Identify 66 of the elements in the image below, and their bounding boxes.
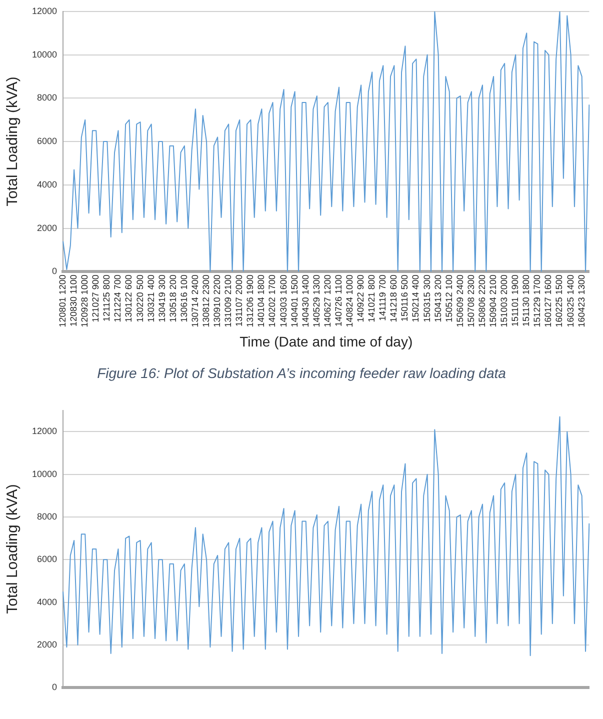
x-tick-label: 150214 400 <box>410 274 421 322</box>
x-tick-label: 150315 300 <box>422 274 432 322</box>
x-tick-label: 160325 1400 <box>565 274 576 328</box>
x-tick-label: 130220 500 <box>134 274 145 322</box>
x-tick-label: 160225 1500 <box>554 274 564 328</box>
x-tick-label: 130714 2400 <box>190 274 200 328</box>
y-tick-label: 4000 <box>36 596 58 607</box>
caption: Figure 16: Plot of Substation A’s incoming feeder raw loading data <box>96 364 507 383</box>
x-tick-label: 140529 1300 <box>311 274 322 328</box>
x-tick-label: 140922 900 <box>356 274 366 322</box>
y-tick-label: 6000 <box>36 554 58 564</box>
x-tick-label: 140824 1000 <box>344 274 355 328</box>
x-tick-label: 130812 2300 <box>201 274 212 328</box>
x-tick-label: 150413 200 <box>432 274 443 322</box>
x-tick-label: 151130 1800 <box>521 274 532 327</box>
y-axis-title: Total Loading (kVA) <box>4 76 22 206</box>
x-tick-label: 140303 1600 <box>278 274 288 328</box>
x-axis-title: Time (Date and time of day) <box>240 333 413 350</box>
x-tick-label: 151229 1700 <box>532 274 542 328</box>
y-tick-label: 2000 <box>36 639 58 650</box>
x-tick-label: 130518 200 <box>168 274 178 322</box>
x-tick-label: 131206 1900 <box>245 274 256 328</box>
y-tick-label: 12000 <box>32 426 58 436</box>
x-tick-label: 130122 600 <box>124 274 134 322</box>
x-tick-label: 151003 2000 <box>499 274 510 328</box>
x-tick-label: 141021 800 <box>366 274 377 322</box>
x-tick-label: 140401 1500 <box>289 274 300 328</box>
x-tick-label: 140104 1800 <box>256 274 266 328</box>
x-tick-label: 130910 2200 <box>212 274 222 328</box>
x-tick-label: 131009 2100 <box>223 274 234 328</box>
x-tick-label: 121125 800 <box>102 274 112 322</box>
x-tick-label: 131107 2000 <box>234 274 244 327</box>
x-tick-label: 150904 2100 <box>488 274 498 328</box>
x-tick-label: 150708 2300 <box>466 274 476 328</box>
x-tick-label: 121027 900 <box>90 274 101 322</box>
x-tick-label: 130616 100 <box>178 274 189 322</box>
x-tick-label: 160423 1300 <box>576 274 586 328</box>
y-tick-label: 0 <box>52 266 58 276</box>
y-tick-label: 4000 <box>36 179 58 190</box>
x-tick-label: 140430 1400 <box>300 274 310 328</box>
x-tick-label: 141119 700 <box>378 274 388 321</box>
y-tick-label: 8000 <box>36 512 58 522</box>
y-tick-label: 12000 <box>32 6 58 16</box>
x-tick-label: 150806 2200 <box>476 274 487 328</box>
x-tick-label: 141218 600 <box>388 274 399 322</box>
x-tick-label: 150512 100 <box>444 274 454 322</box>
x-tick-label: 130419 300 <box>156 274 167 322</box>
x-tick-label: 120928 1000 <box>80 274 90 328</box>
x-tick-label: 140726 1100 <box>333 274 344 327</box>
x-tick-label: 120830 1100 <box>68 274 79 327</box>
x-tick-label: 140202 1700 <box>267 274 278 328</box>
y-axis-title: Total Loading (kVA) <box>4 484 22 614</box>
x-tick-label: 150116 500 <box>400 274 410 322</box>
x-tick-label: 151101 1900 <box>510 274 520 327</box>
x-tick-label: 160127 1600 <box>543 274 554 328</box>
y-tick-label: 2000 <box>36 222 58 233</box>
x-tick-label: 140627 1200 <box>322 274 332 328</box>
y-tick-label: 10000 <box>32 49 58 60</box>
y-tick-label: 10000 <box>32 468 58 479</box>
y-tick-label: 6000 <box>36 136 58 146</box>
x-tick-label: 121224 700 <box>112 274 123 322</box>
y-tick-label: 8000 <box>36 92 58 103</box>
x-tick-label: 150609 2400 <box>454 274 465 328</box>
x-tick-label: 130321 400 <box>146 274 156 322</box>
x-tick-label: 120801 1200 <box>58 274 68 328</box>
y-tick-label: 0 <box>52 682 58 692</box>
